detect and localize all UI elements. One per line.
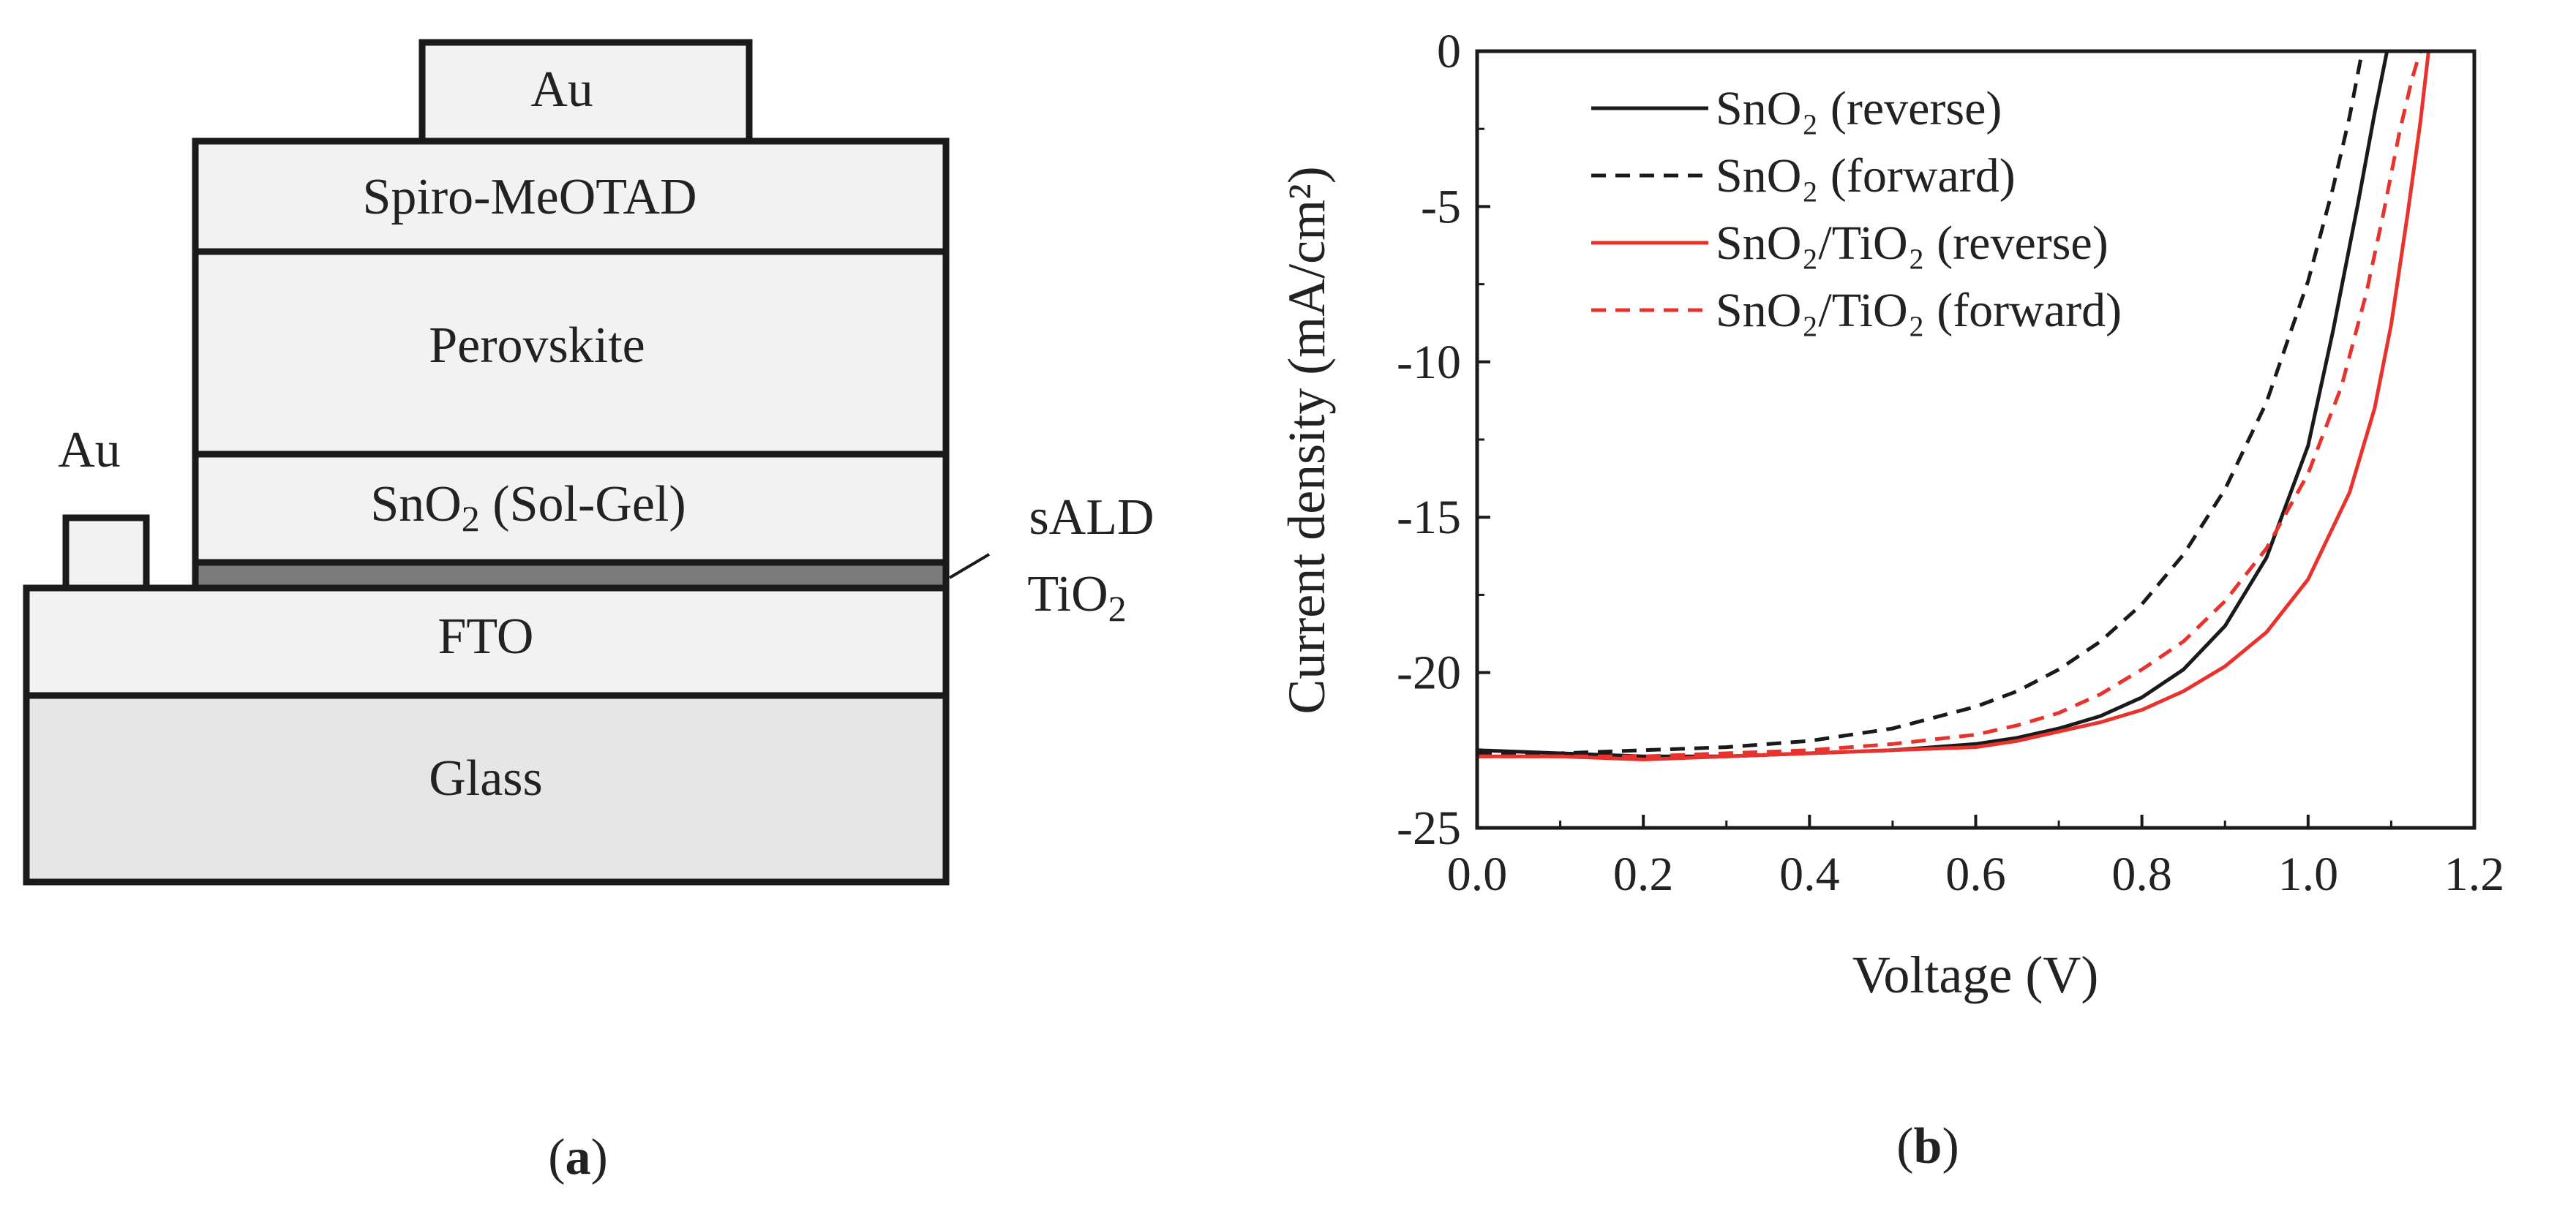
legend-label-sno2-tio2-reverse: SnO₂/TiO₂ (reverse): [1716, 216, 2109, 270]
y-tick-label: -25: [1397, 802, 1461, 855]
x-tick-label: 1.2: [2444, 848, 2505, 901]
panel-b-chart: 0.0 0.2 0.4 0.6 0.8 1.0 1.2 0 -5 -10 -15 -20 -25 Vol…: [1277, 25, 2504, 1175]
tio2-label-line2: TiO2: [1027, 566, 1126, 629]
layer-glass: [23, 692, 950, 886]
series-layer: [1476, 50, 2430, 761]
y-axis-title: Current density (mA/cm²): [1277, 166, 1336, 714]
x-tick-label: 0.8: [2111, 848, 2172, 901]
x-tick-label: 0.4: [1779, 848, 1840, 901]
y-tick-label: -15: [1397, 491, 1461, 544]
electrode-au-top-label: Au: [530, 61, 593, 118]
legend-label-sno2-reverse: SnO₂ (reverse): [1716, 82, 2002, 135]
legend-label-sno2-tio2-forward: SnO₂/TiO₂ (forward): [1716, 284, 2122, 337]
x-tick-label: 0.6: [1945, 848, 2006, 901]
y-tick-label: -10: [1397, 336, 1461, 389]
y-tick-label: 0: [1437, 25, 1461, 78]
legend: SnO₂ (reverse) SnO₂ (forward) SnO₂/TiO₂ (r…: [1591, 82, 2122, 337]
x-tick-label: 1.0: [2278, 848, 2339, 901]
layer-glass-label: Glass: [429, 750, 543, 807]
panel-a-device-stack: Glass FTO SnO2 (Sol-Gel) Perovskite Spir…: [23, 39, 1154, 1186]
layer-tio2: [192, 559, 950, 592]
layer-perovskite: [192, 248, 950, 458]
x-axis-title: Voltage (V): [1852, 946, 2099, 1004]
y-tick-label: -20: [1397, 647, 1461, 700]
layer-sno2-label: SnO2 (Sol-Gel): [370, 476, 686, 539]
electrode-au-side-label: Au: [58, 422, 121, 478]
x-tick-label: 0.0: [1447, 848, 1508, 901]
layer-fto: [23, 584, 950, 699]
x-tick-label: 0.2: [1613, 848, 1674, 901]
tio2-leader-line: [948, 553, 991, 579]
layer-fto-label: FTO: [438, 608, 534, 665]
y-tick-label: -5: [1421, 180, 1461, 233]
electrode-au-top: [418, 39, 753, 145]
panel-a-label: (a): [548, 1129, 608, 1186]
layer-spiro: [192, 137, 950, 255]
layer-spiro-label: Spiro-MeOTAD: [362, 169, 696, 225]
panel-b-label: (b): [1896, 1118, 1959, 1175]
layer-perovskite-label: Perovskite: [429, 317, 645, 374]
series-line-sno2-tio2-reverse: [1477, 50, 2430, 761]
electrode-au-side: [62, 514, 150, 592]
series-line-sno2-tio2-forward: [1477, 50, 2422, 758]
legend-label-sno2-forward: SnO₂ (forward): [1716, 149, 2016, 203]
ticks-layer: 0.0 0.2 0.4 0.6 0.8 1.0 1.2 0 -5 -10 -15 -20 -25: [1397, 25, 2504, 901]
tio2-label-line1: sALD: [1029, 489, 1154, 546]
